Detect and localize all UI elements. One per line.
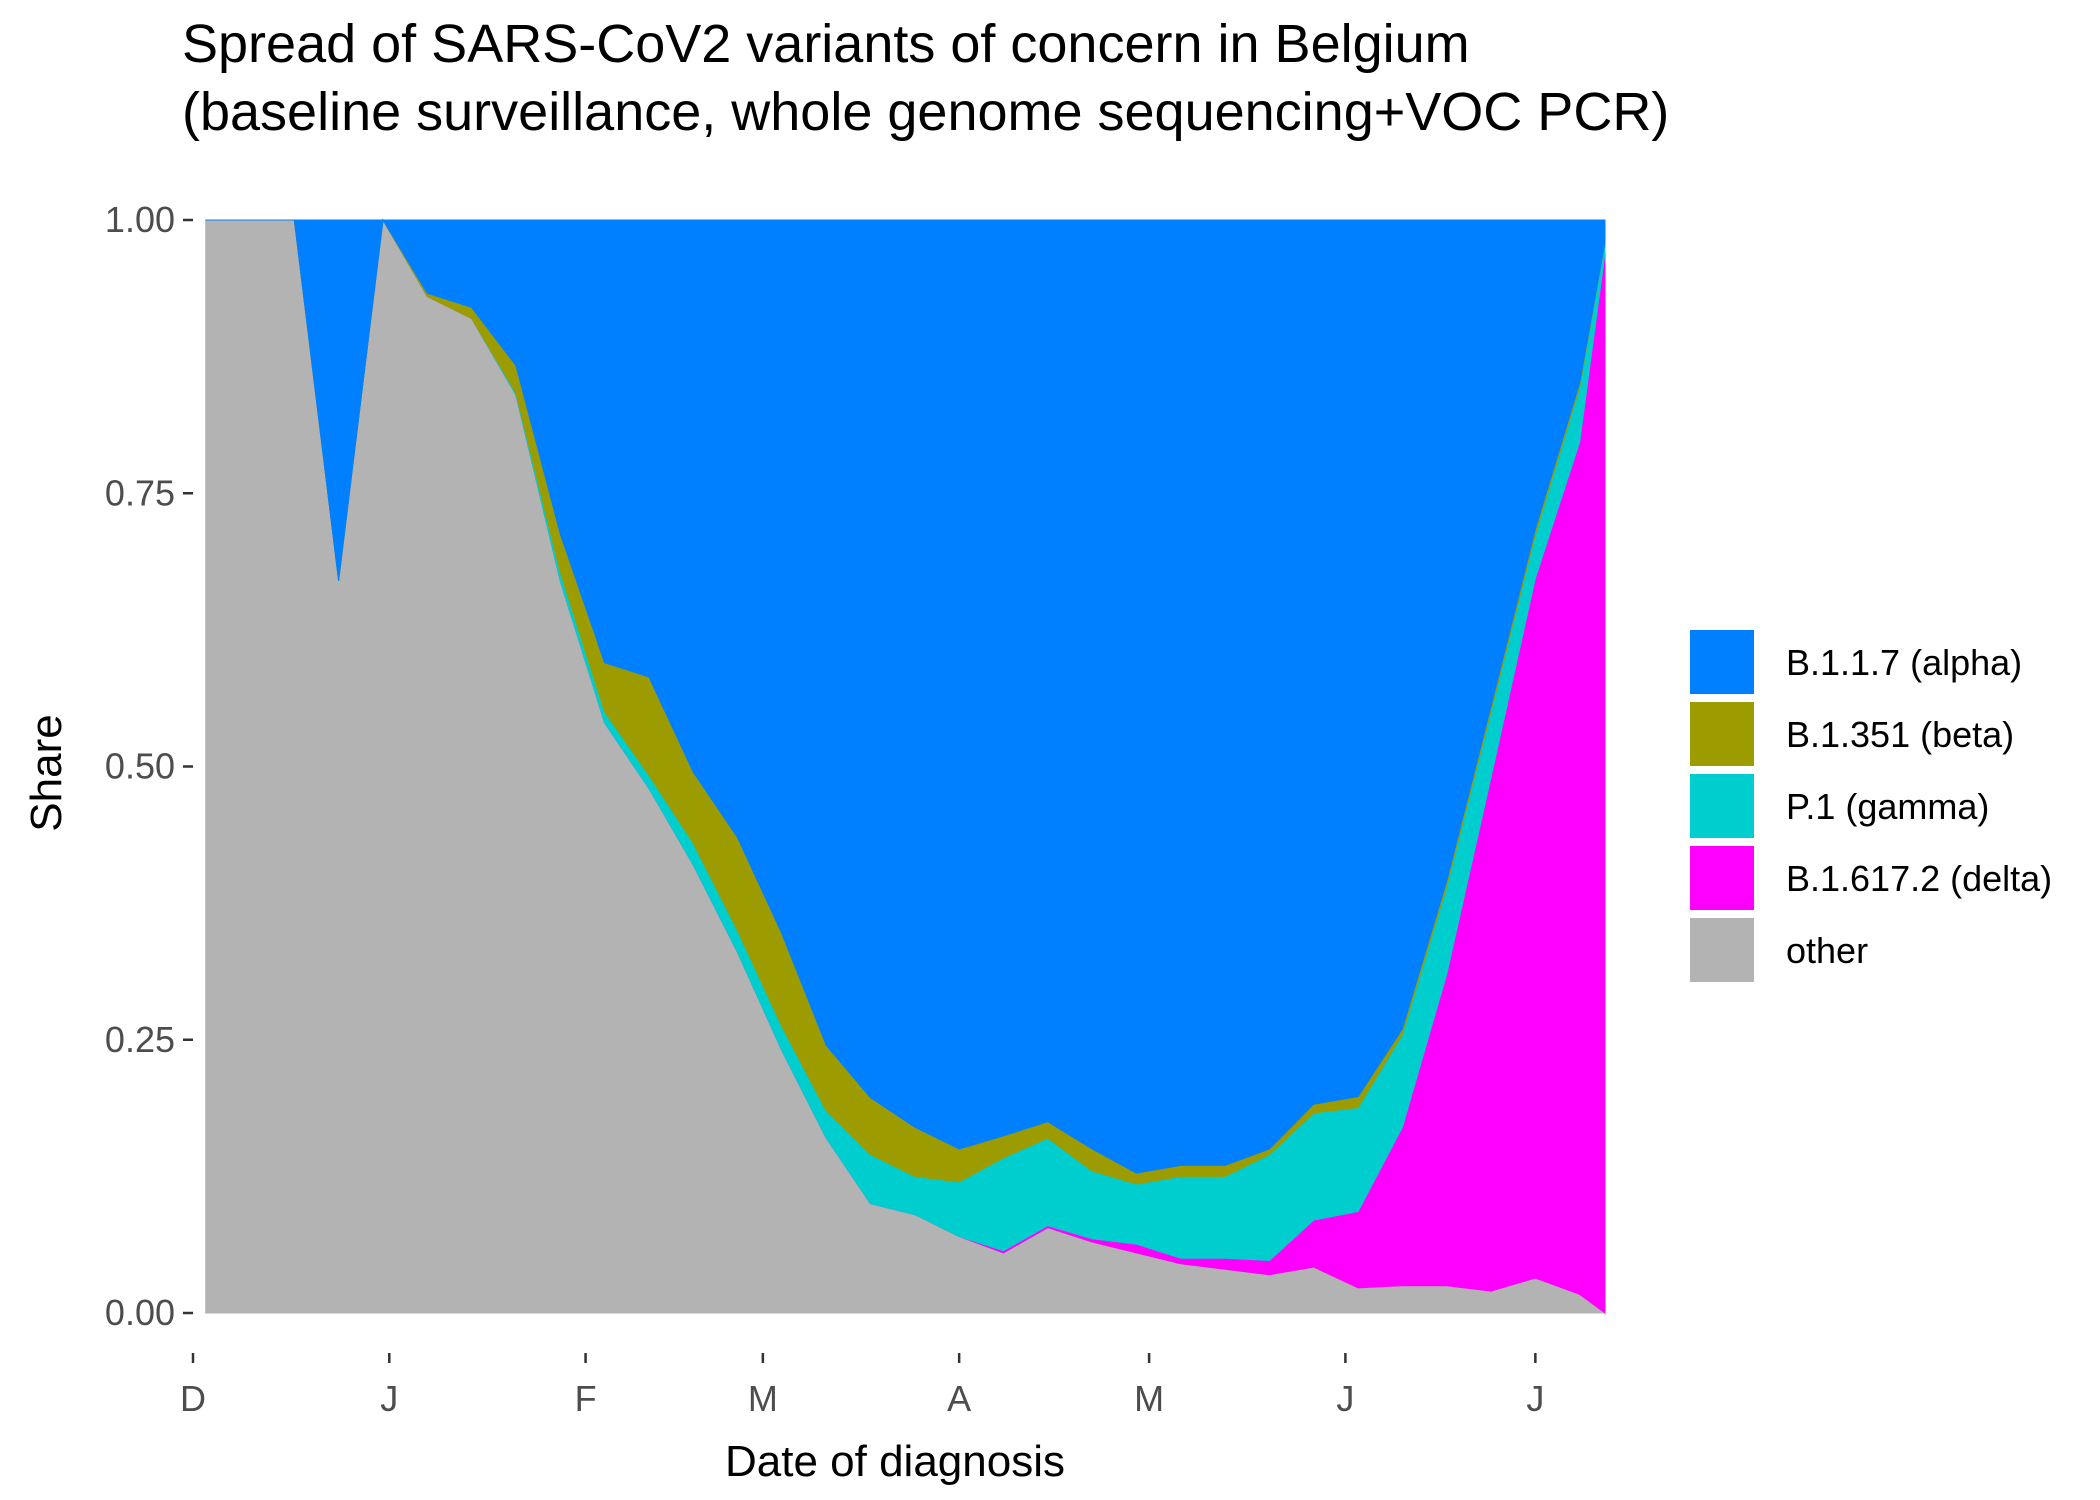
- y-tick-label: 0.25: [105, 1019, 175, 1060]
- y-tick-label: 0.75: [105, 472, 175, 513]
- legend-label-b-1-1-7-alpha: B.1.1.7 (alpha): [1786, 642, 2022, 683]
- y-axis-title: Share: [22, 714, 71, 831]
- x-tick-label: A: [947, 1378, 971, 1419]
- y-tick-label: 1.00: [105, 199, 175, 240]
- chart-title: Spread of SARS-CoV2 variants of concern …: [182, 14, 1470, 74]
- x-tick-label: M: [1134, 1378, 1164, 1419]
- legend-label-b-1-617-2-delta: B.1.617.2 (delta): [1786, 858, 2052, 899]
- x-axis-title: Date of diagnosis: [725, 1437, 1065, 1486]
- area-b-1-1-7-alpha: [205, 218, 1606, 1174]
- x-tick-label: J: [1336, 1378, 1354, 1419]
- y-tick-label: 0.50: [105, 746, 175, 787]
- legend-key-b-1-351-beta: [1690, 702, 1754, 766]
- stacked-areas: [205, 218, 1607, 1314]
- legend-key-b-1-1-7-alpha: [1690, 630, 1754, 694]
- x-tick-label: M: [748, 1378, 778, 1419]
- y-tick-label: 0.00: [105, 1292, 175, 1333]
- x-tick-label: F: [575, 1378, 597, 1419]
- x-tick-label: J: [1526, 1378, 1544, 1419]
- y-axis: 0.00 0.25 0.50 0.75 1.00: [105, 199, 193, 1333]
- legend-label-b-1-351-beta: B.1.351 (beta): [1786, 714, 2014, 755]
- legend-key-other: [1690, 918, 1754, 982]
- x-tick-label: J: [380, 1378, 398, 1419]
- legend-label-other: other: [1786, 930, 1868, 971]
- legend-key-p-1-gamma: [1690, 774, 1754, 838]
- legend-label-p-1-gamma: P.1 (gamma): [1786, 786, 1989, 827]
- legend: B.1.1.7 (alpha) B.1.351 (beta) P.1 (gamma)…: [1690, 630, 2052, 982]
- x-tick-label: D: [180, 1378, 206, 1419]
- chart-subtitle: (baseline surveillance, whole genome seq…: [182, 82, 1669, 142]
- legend-key-b-1-617-2-delta: [1690, 846, 1754, 910]
